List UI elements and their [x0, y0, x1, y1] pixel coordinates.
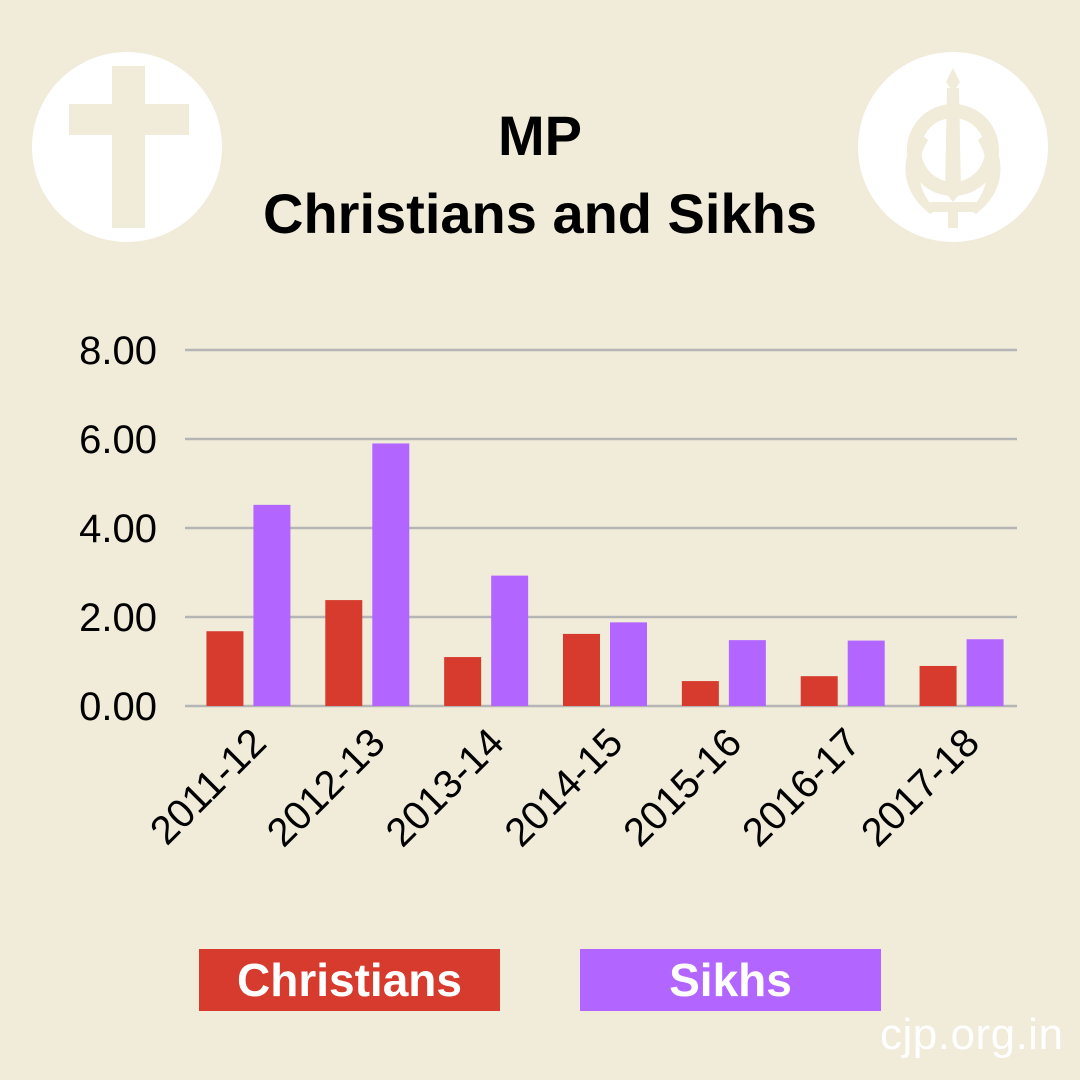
y-tick-label: 0.00 [79, 685, 157, 729]
legend-sikhs: Sikhs [580, 949, 881, 1011]
y-tick-label: 8.00 [79, 329, 157, 373]
cross-icon [69, 66, 189, 228]
x-tick-label: 2013-14 [378, 720, 513, 855]
x-tick-label: 2014-15 [496, 720, 631, 855]
chart-title-line2: Christians and Sikhs [263, 182, 817, 245]
bar-sikhs [372, 443, 410, 706]
watermark-text: cjp.org.in [880, 1010, 1064, 1059]
y-tick-label: 2.00 [79, 596, 157, 640]
bar-sikhs [491, 575, 529, 706]
x-tick-label: 2012-13 [259, 720, 394, 855]
legend-christians: Christians [199, 949, 500, 1011]
bar-christians [325, 600, 363, 706]
bar-sikhs [966, 639, 1004, 706]
bar-christians [800, 676, 838, 706]
bar-christians [919, 665, 957, 706]
legend-sikhs-label: Sikhs [669, 954, 792, 1006]
bar-sikhs [610, 622, 647, 706]
x-tick-label: 2011-12 [142, 720, 275, 853]
bar-sikhs [253, 504, 291, 706]
x-tick-label: 2017-18 [853, 720, 988, 855]
x-tick-label: 2016-17 [734, 720, 869, 855]
khanda-icon [905, 68, 1001, 228]
y-tick-label: 4.00 [79, 507, 157, 551]
x-tick-label: 2015-16 [615, 720, 750, 855]
khanda-emblem [858, 52, 1048, 242]
y-tick-label: 6.00 [79, 418, 157, 462]
bar-sikhs [847, 640, 885, 706]
legend-christians-label: Christians [237, 954, 462, 1006]
bar-christians [681, 681, 719, 706]
bar-christians [206, 631, 244, 706]
bar-christians [563, 633, 600, 706]
bar-christians [444, 657, 482, 706]
bar-sikhs [728, 640, 766, 706]
chart-title-line1: MP [498, 104, 582, 167]
cross-emblem [32, 52, 222, 242]
